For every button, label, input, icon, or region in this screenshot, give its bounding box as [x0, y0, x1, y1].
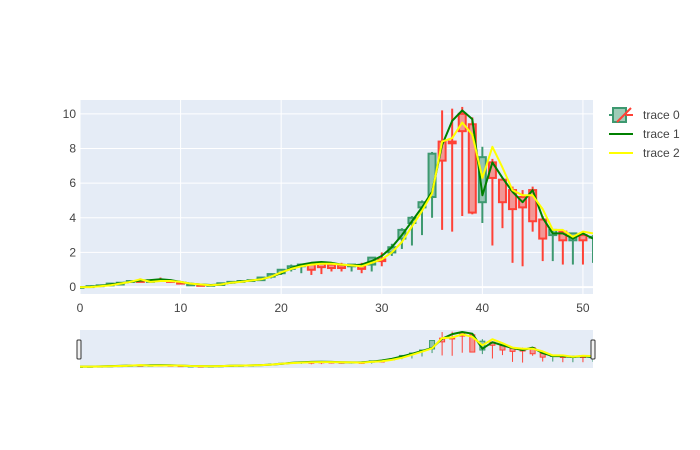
y-tick-label: 2 — [69, 245, 76, 259]
y-axis-ticks: 0 2 4 6 8 10 — [63, 107, 77, 294]
trace-2-line — [80, 121, 593, 289]
range-slider-right-handle[interactable] — [590, 339, 596, 360]
trace-2-line — [80, 333, 593, 368]
y-tick-label: 10 — [63, 107, 77, 121]
candle — [437, 110, 447, 230]
y-tick-label: 8 — [69, 142, 76, 156]
y-tick-label: 6 — [69, 176, 76, 190]
legend-label-trace-2: trace 2 — [643, 146, 680, 160]
legend-item-trace-2[interactable]: trace 2 — [609, 146, 680, 160]
legend-item-trace-1[interactable]: trace 1 — [609, 127, 680, 141]
candle-body — [477, 156, 487, 204]
x-tick-label: 30 — [375, 301, 389, 315]
x-tick-label: 40 — [476, 301, 490, 315]
x-axis-ticks: 0 10 20 30 40 50 — [77, 301, 590, 315]
x-tick-label: 0 — [77, 301, 84, 315]
y-tick-label: 4 — [69, 211, 76, 225]
x-tick-label: 20 — [274, 301, 288, 315]
candle-body — [337, 264, 347, 270]
range-slider-left-handle[interactable] — [76, 339, 82, 360]
candle-body — [326, 263, 336, 270]
candle-body — [497, 178, 507, 204]
range-slider-minimap — [80, 331, 593, 368]
legend-item-trace-0[interactable]: trace 0 — [609, 107, 680, 123]
x-tick-label: 10 — [174, 301, 188, 315]
main-plot-background — [80, 100, 593, 294]
x-tick-label: 50 — [576, 301, 590, 315]
candle-body — [447, 140, 457, 145]
legend: trace 0 trace 1 trace 2 — [609, 107, 680, 160]
y-tick-label: 0 — [69, 280, 76, 294]
legend-label-trace-0: trace 0 — [643, 108, 680, 122]
candle — [477, 146, 487, 223]
candle-body — [578, 234, 588, 242]
candle — [447, 108, 457, 232]
main-plot-traces — [80, 106, 593, 289]
legend-label-trace-1: trace 1 — [643, 127, 680, 141]
